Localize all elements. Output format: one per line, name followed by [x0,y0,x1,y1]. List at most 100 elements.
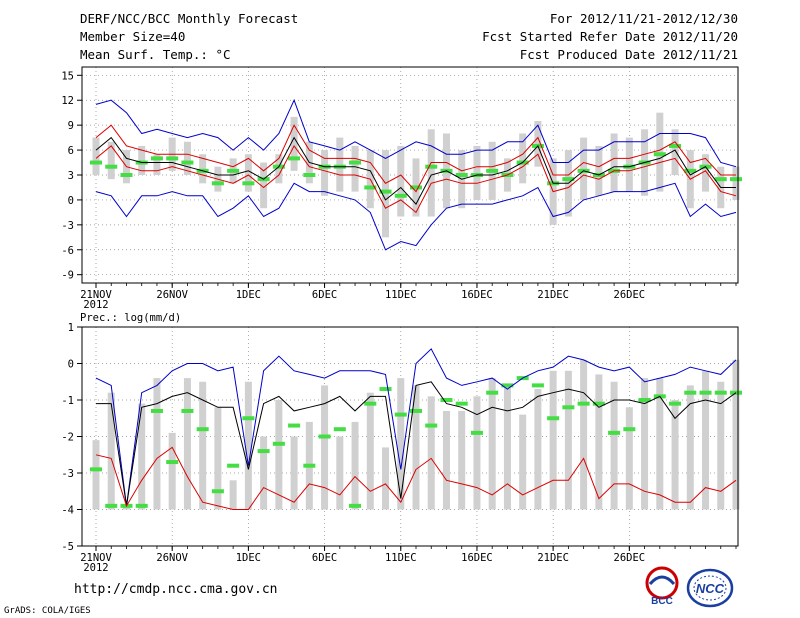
panel2-median-mark [486,390,499,395]
panel1-obs-bar [153,154,161,175]
panel1-series-max [95,98,737,168]
panel2-obs-bar [199,381,207,510]
panel1-median-mark [669,143,682,148]
panel2-obs-bar [92,440,100,510]
panel2-median-mark [592,401,605,406]
panel2-median-mark [242,416,255,421]
panel1-obs-bar [427,129,435,217]
panel2-xtick-label: 21NOV [80,552,112,564]
panel1-ytick-label: 6 [68,145,74,157]
panel2-median-mark [303,463,316,468]
panel1-obs-bar [732,166,740,200]
panel2-median-mark [714,390,727,395]
panel2-median-mark [577,401,590,406]
panel1-median-mark [425,164,438,169]
panel1-median-mark [684,168,697,173]
ncc-logo: NCC [686,568,734,608]
panel2-median-mark [669,401,682,406]
panel2-series-min [95,446,737,510]
panel2-obs-bar [229,480,237,510]
panel1-obs-bar [92,137,100,175]
panel1-median-mark [288,156,301,161]
panel1-median-mark [394,193,407,198]
panel2-obs-bar [442,410,450,510]
panel1-median-mark [150,156,163,161]
panel2-obs-bar [686,385,694,510]
panel2-obs-bar [702,370,710,510]
panel2-obs-bar [412,385,420,510]
panel1-median-mark [227,168,240,173]
panel2-obs-bar [336,436,344,510]
panel1-obs-bar [138,145,146,175]
panel2-obs-bar [397,378,405,510]
panel2-obs-bar [107,392,115,510]
panel1-xtick-label: 16DEC [461,289,493,301]
panel2-ytick-label: 0 [68,359,74,371]
panel1-obs-bar [625,137,633,192]
panel1-xtick-label: 21NOV [80,289,112,301]
ncc-logo-text: NCC [696,581,725,596]
panel1-median-mark [455,173,468,177]
panel2-obs-bar [321,385,329,510]
panel2-median-mark [166,460,179,465]
panel2-ytick-label: -3 [61,468,74,480]
panel2-median-mark [150,408,163,413]
panel1-xtick-label: 6DEC [312,289,337,301]
panel2-obs-bar [519,414,527,510]
panel1-ytick-label: 9 [68,120,74,132]
panel2-obs-bar [366,392,374,510]
panel1-median-mark [486,168,499,173]
panel2-median-mark [531,383,544,388]
panel2-xtick-label: 11DEC [385,552,417,564]
panel2-xtick-label: 26NOV [156,552,188,564]
panel2-median-mark [288,423,301,428]
panel2-median-mark [455,401,468,406]
footer-url[interactable]: http://cmdp.ncc.cma.gov.cn [74,582,278,597]
panel1-obs-bar [290,116,298,171]
panel2-obs-bar [183,378,191,510]
panel1-obs-bar [473,145,481,200]
panel2-xtick-label: 26DEC [614,552,646,564]
panel2-median-mark [547,416,560,421]
panel2-median-mark [394,412,407,417]
panel1-series-lower [95,144,737,214]
panel2-median-mark [181,408,194,413]
panel1-xtick-label: 1DEC [236,289,261,301]
panel2-obs-bar [503,385,511,510]
panel1-ytick-label: 3 [68,170,74,182]
panel1-median-mark [90,160,102,165]
panel2-ytick-label: -5 [61,541,74,553]
panel2-median-mark [211,489,224,494]
panel1-series-upper [95,124,736,193]
panel2-series-mean [96,381,737,506]
panel2-xtick-label: 16DEC [461,552,493,564]
panel2-median-mark [105,503,118,508]
panel1-median-mark [166,156,179,161]
panel1-obs-bar [610,133,618,192]
panel2-ytick-label: -4 [61,505,74,517]
panel1-obs-bar [595,145,603,196]
panel1-median-mark [120,173,133,177]
panel2-obs-bar [214,407,222,510]
panel2-frame [81,326,739,547]
panel2-median-mark [501,383,514,388]
panel2-obs-bar [732,359,740,510]
panel1-obs-bar [260,162,268,209]
panel2-median-mark [699,390,712,395]
panel2-obs-bar [427,396,435,510]
panel2-ytick-label: -1 [61,395,74,407]
panel1-xtick-label: 26NOV [156,289,188,301]
panel2-median-mark [227,463,240,468]
panel1-median-mark [105,164,118,169]
panel2-obs-bar [244,381,252,510]
bcc-logo: BCC [645,566,679,606]
panel1-obs-bar [351,145,359,192]
panel1-obs-bar [534,121,542,167]
produced-date: Fcst Produced Date 2012/11/21 [519,47,738,62]
panel1-median-mark [242,181,255,186]
chart-title: DERF/NCC/BCC Monthly Forecast [80,11,299,26]
panel2-ytick-label: 1 [68,322,74,334]
panel1-obs-bar [336,137,344,192]
panel2-title: Prec.: log(mm/d) [80,312,181,324]
panel2-obs-bar [260,436,268,510]
